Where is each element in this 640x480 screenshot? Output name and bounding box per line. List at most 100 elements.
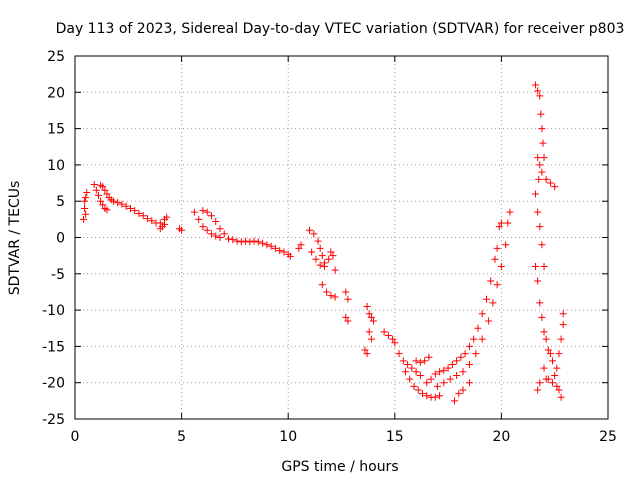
- grid: [75, 56, 608, 419]
- y-tick-label: -20: [42, 376, 65, 392]
- axis-ticks: -25 -20 -15 -10 -5 0 5 10 15 20 25 0 5 10 15 20 25: [42, 49, 617, 445]
- data-point: [406, 375, 414, 383]
- y-tick-label: 20: [47, 85, 65, 101]
- data-point: [331, 266, 339, 274]
- data-point: [143, 215, 151, 223]
- data-point: [220, 230, 228, 238]
- y-tick-label: 0: [56, 231, 65, 247]
- data-point: [308, 248, 316, 256]
- data-point: [92, 186, 100, 194]
- data-point: [412, 368, 420, 376]
- y-tick-label: -5: [51, 267, 65, 283]
- data-point: [537, 110, 545, 118]
- data-point: [207, 212, 215, 220]
- data-point: [212, 232, 220, 240]
- chart-title: Day 113 of 2023, Sidereal Day-to-day VTE…: [56, 21, 625, 37]
- data-point: [365, 310, 373, 318]
- data-point: [391, 339, 399, 347]
- data-point: [440, 366, 448, 374]
- data-point: [532, 81, 540, 89]
- data-point: [250, 237, 258, 245]
- data-point: [416, 371, 424, 379]
- data-point: [538, 241, 546, 249]
- x-tick-label: 10: [279, 429, 297, 445]
- data-point: [536, 161, 544, 169]
- data-point: [436, 368, 444, 376]
- data-point: [109, 197, 117, 205]
- data-point: [216, 234, 224, 241]
- data-point: [199, 223, 207, 231]
- data-point: [491, 255, 499, 263]
- data-point: [553, 382, 561, 390]
- data-point: [126, 204, 134, 212]
- data-point: [312, 255, 320, 263]
- data-point: [297, 241, 305, 249]
- x-tick-label: 5: [177, 429, 186, 445]
- x-tick-label: 15: [386, 429, 404, 445]
- data-point: [549, 357, 557, 365]
- data-point: [342, 288, 350, 296]
- x-tick-label: 25: [599, 429, 617, 445]
- data-point: [534, 208, 542, 216]
- data-point: [497, 263, 505, 271]
- data-point: [90, 181, 98, 189]
- data-point: [534, 154, 542, 162]
- data-point: [361, 346, 369, 354]
- data-point: [559, 321, 567, 329]
- data-point: [286, 252, 294, 260]
- data-point: [534, 386, 542, 394]
- data-point: [97, 197, 105, 205]
- data-point: [482, 295, 490, 303]
- data-point: [310, 230, 318, 238]
- data-point: [410, 382, 418, 390]
- data-point: [363, 302, 371, 310]
- data-point: [81, 204, 89, 212]
- data-point: [538, 313, 546, 321]
- data-point: [419, 390, 427, 398]
- data-point: [457, 353, 465, 361]
- data-point: [237, 238, 245, 246]
- data-point: [276, 247, 284, 255]
- data-point: [534, 277, 542, 285]
- data-point: [199, 207, 207, 215]
- data-point: [122, 202, 130, 210]
- data-point: [395, 350, 403, 358]
- data-point: [465, 379, 473, 387]
- data-point: [318, 281, 326, 289]
- data-point: [101, 186, 109, 194]
- data-point: [546, 350, 554, 358]
- data-point: [459, 386, 467, 394]
- data-point: [212, 218, 220, 226]
- data-point: [367, 313, 375, 321]
- x-tick-label: 20: [492, 429, 510, 445]
- data-point: [103, 190, 111, 198]
- data-point: [369, 317, 377, 325]
- data-point: [408, 364, 416, 372]
- data-point: [365, 328, 373, 336]
- data-point: [557, 393, 565, 401]
- data-point: [306, 226, 314, 234]
- data-point: [448, 361, 456, 369]
- data-point: [246, 238, 254, 246]
- data-point: [538, 168, 546, 176]
- data-point: [495, 223, 503, 231]
- data-point: [487, 277, 495, 285]
- data-point: [414, 386, 422, 394]
- x-axis-label: GPS time / hours: [281, 459, 398, 475]
- data-point: [225, 235, 233, 243]
- data-point: [367, 335, 375, 343]
- data-point: [314, 237, 322, 245]
- data-point: [280, 248, 288, 256]
- data-point: [399, 357, 407, 365]
- plot-frame: [74, 55, 609, 420]
- data-point: [114, 199, 122, 207]
- data-point: [178, 226, 186, 234]
- data-point: [474, 324, 482, 332]
- data-point: [465, 342, 473, 350]
- data-point: [455, 390, 463, 398]
- data-point: [555, 386, 563, 394]
- data-point: [444, 364, 452, 372]
- data-point: [82, 210, 90, 218]
- data-point: [131, 207, 139, 215]
